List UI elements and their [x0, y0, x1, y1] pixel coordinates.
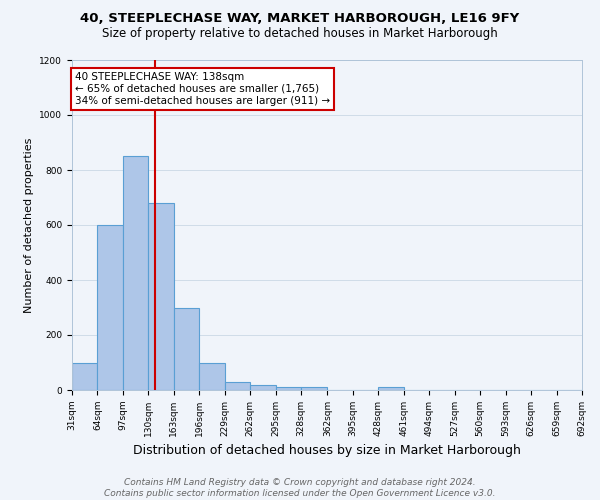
Text: Contains HM Land Registry data © Crown copyright and database right 2024.
Contai: Contains HM Land Registry data © Crown c… [104, 478, 496, 498]
Text: Size of property relative to detached houses in Market Harborough: Size of property relative to detached ho… [102, 28, 498, 40]
Bar [379, 387, 404, 390]
Bar [97, 225, 123, 390]
Bar [225, 382, 250, 390]
Bar [275, 387, 301, 390]
Bar [123, 156, 148, 390]
Bar [199, 362, 225, 390]
Bar [250, 384, 275, 390]
Text: 40 STEEPLECHASE WAY: 138sqm
← 65% of detached houses are smaller (1,765)
34% of : 40 STEEPLECHASE WAY: 138sqm ← 65% of det… [75, 72, 330, 106]
Bar [72, 362, 97, 390]
Text: 40, STEEPLECHASE WAY, MARKET HARBOROUGH, LE16 9FY: 40, STEEPLECHASE WAY, MARKET HARBOROUGH,… [80, 12, 520, 26]
Y-axis label: Number of detached properties: Number of detached properties [24, 138, 34, 312]
X-axis label: Distribution of detached houses by size in Market Harborough: Distribution of detached houses by size … [133, 444, 521, 458]
Bar [148, 203, 174, 390]
Bar [301, 387, 328, 390]
Bar [174, 308, 199, 390]
